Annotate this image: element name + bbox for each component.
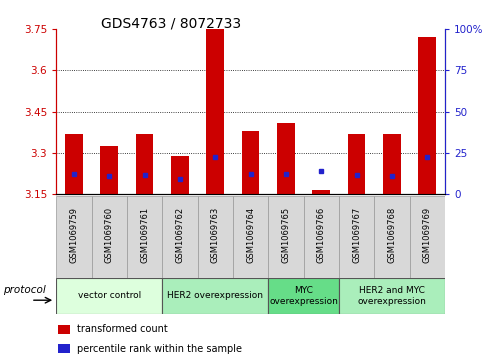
Bar: [56, 278, 162, 314]
Text: GDS4763 / 8072733: GDS4763 / 8072733: [101, 16, 241, 30]
Bar: [277, 123, 294, 194]
Bar: [65, 134, 82, 194]
Text: GSM1069761: GSM1069761: [140, 207, 149, 263]
Bar: [347, 134, 365, 194]
Text: GSM1069767: GSM1069767: [351, 207, 361, 263]
Bar: [268, 196, 303, 278]
Bar: [303, 196, 338, 278]
Text: HER2 and MYC
overexpression: HER2 and MYC overexpression: [357, 286, 426, 306]
Bar: [268, 278, 338, 314]
Bar: [162, 196, 197, 278]
Bar: [312, 190, 329, 194]
Bar: [241, 131, 259, 194]
Bar: [100, 146, 118, 194]
Bar: [58, 344, 70, 354]
Text: GSM1069762: GSM1069762: [175, 207, 184, 263]
Text: MYC
overexpression: MYC overexpression: [268, 286, 337, 306]
Text: HER2 overexpression: HER2 overexpression: [167, 291, 263, 300]
Text: GSM1069769: GSM1069769: [422, 207, 431, 263]
Text: protocol: protocol: [3, 285, 45, 295]
Bar: [127, 196, 162, 278]
Bar: [197, 196, 232, 278]
Bar: [373, 196, 409, 278]
Text: GSM1069760: GSM1069760: [104, 207, 114, 263]
Text: percentile rank within the sample: percentile rank within the sample: [77, 344, 242, 354]
Text: GSM1069764: GSM1069764: [245, 207, 255, 263]
Text: GSM1069768: GSM1069768: [386, 207, 396, 263]
Text: GSM1069766: GSM1069766: [316, 207, 325, 263]
Bar: [418, 37, 435, 194]
Text: vector control: vector control: [78, 291, 141, 300]
Text: transformed count: transformed count: [77, 325, 167, 334]
Bar: [56, 196, 91, 278]
Bar: [232, 196, 268, 278]
Bar: [58, 325, 70, 334]
Bar: [409, 196, 444, 278]
Text: GSM1069765: GSM1069765: [281, 207, 290, 263]
Text: GSM1069759: GSM1069759: [69, 207, 78, 263]
Bar: [338, 278, 444, 314]
Bar: [383, 134, 400, 194]
Bar: [162, 278, 268, 314]
Bar: [206, 29, 224, 194]
Bar: [136, 134, 153, 194]
Bar: [91, 196, 127, 278]
Bar: [338, 196, 373, 278]
Text: GSM1069763: GSM1069763: [210, 207, 219, 263]
Bar: [171, 156, 188, 194]
